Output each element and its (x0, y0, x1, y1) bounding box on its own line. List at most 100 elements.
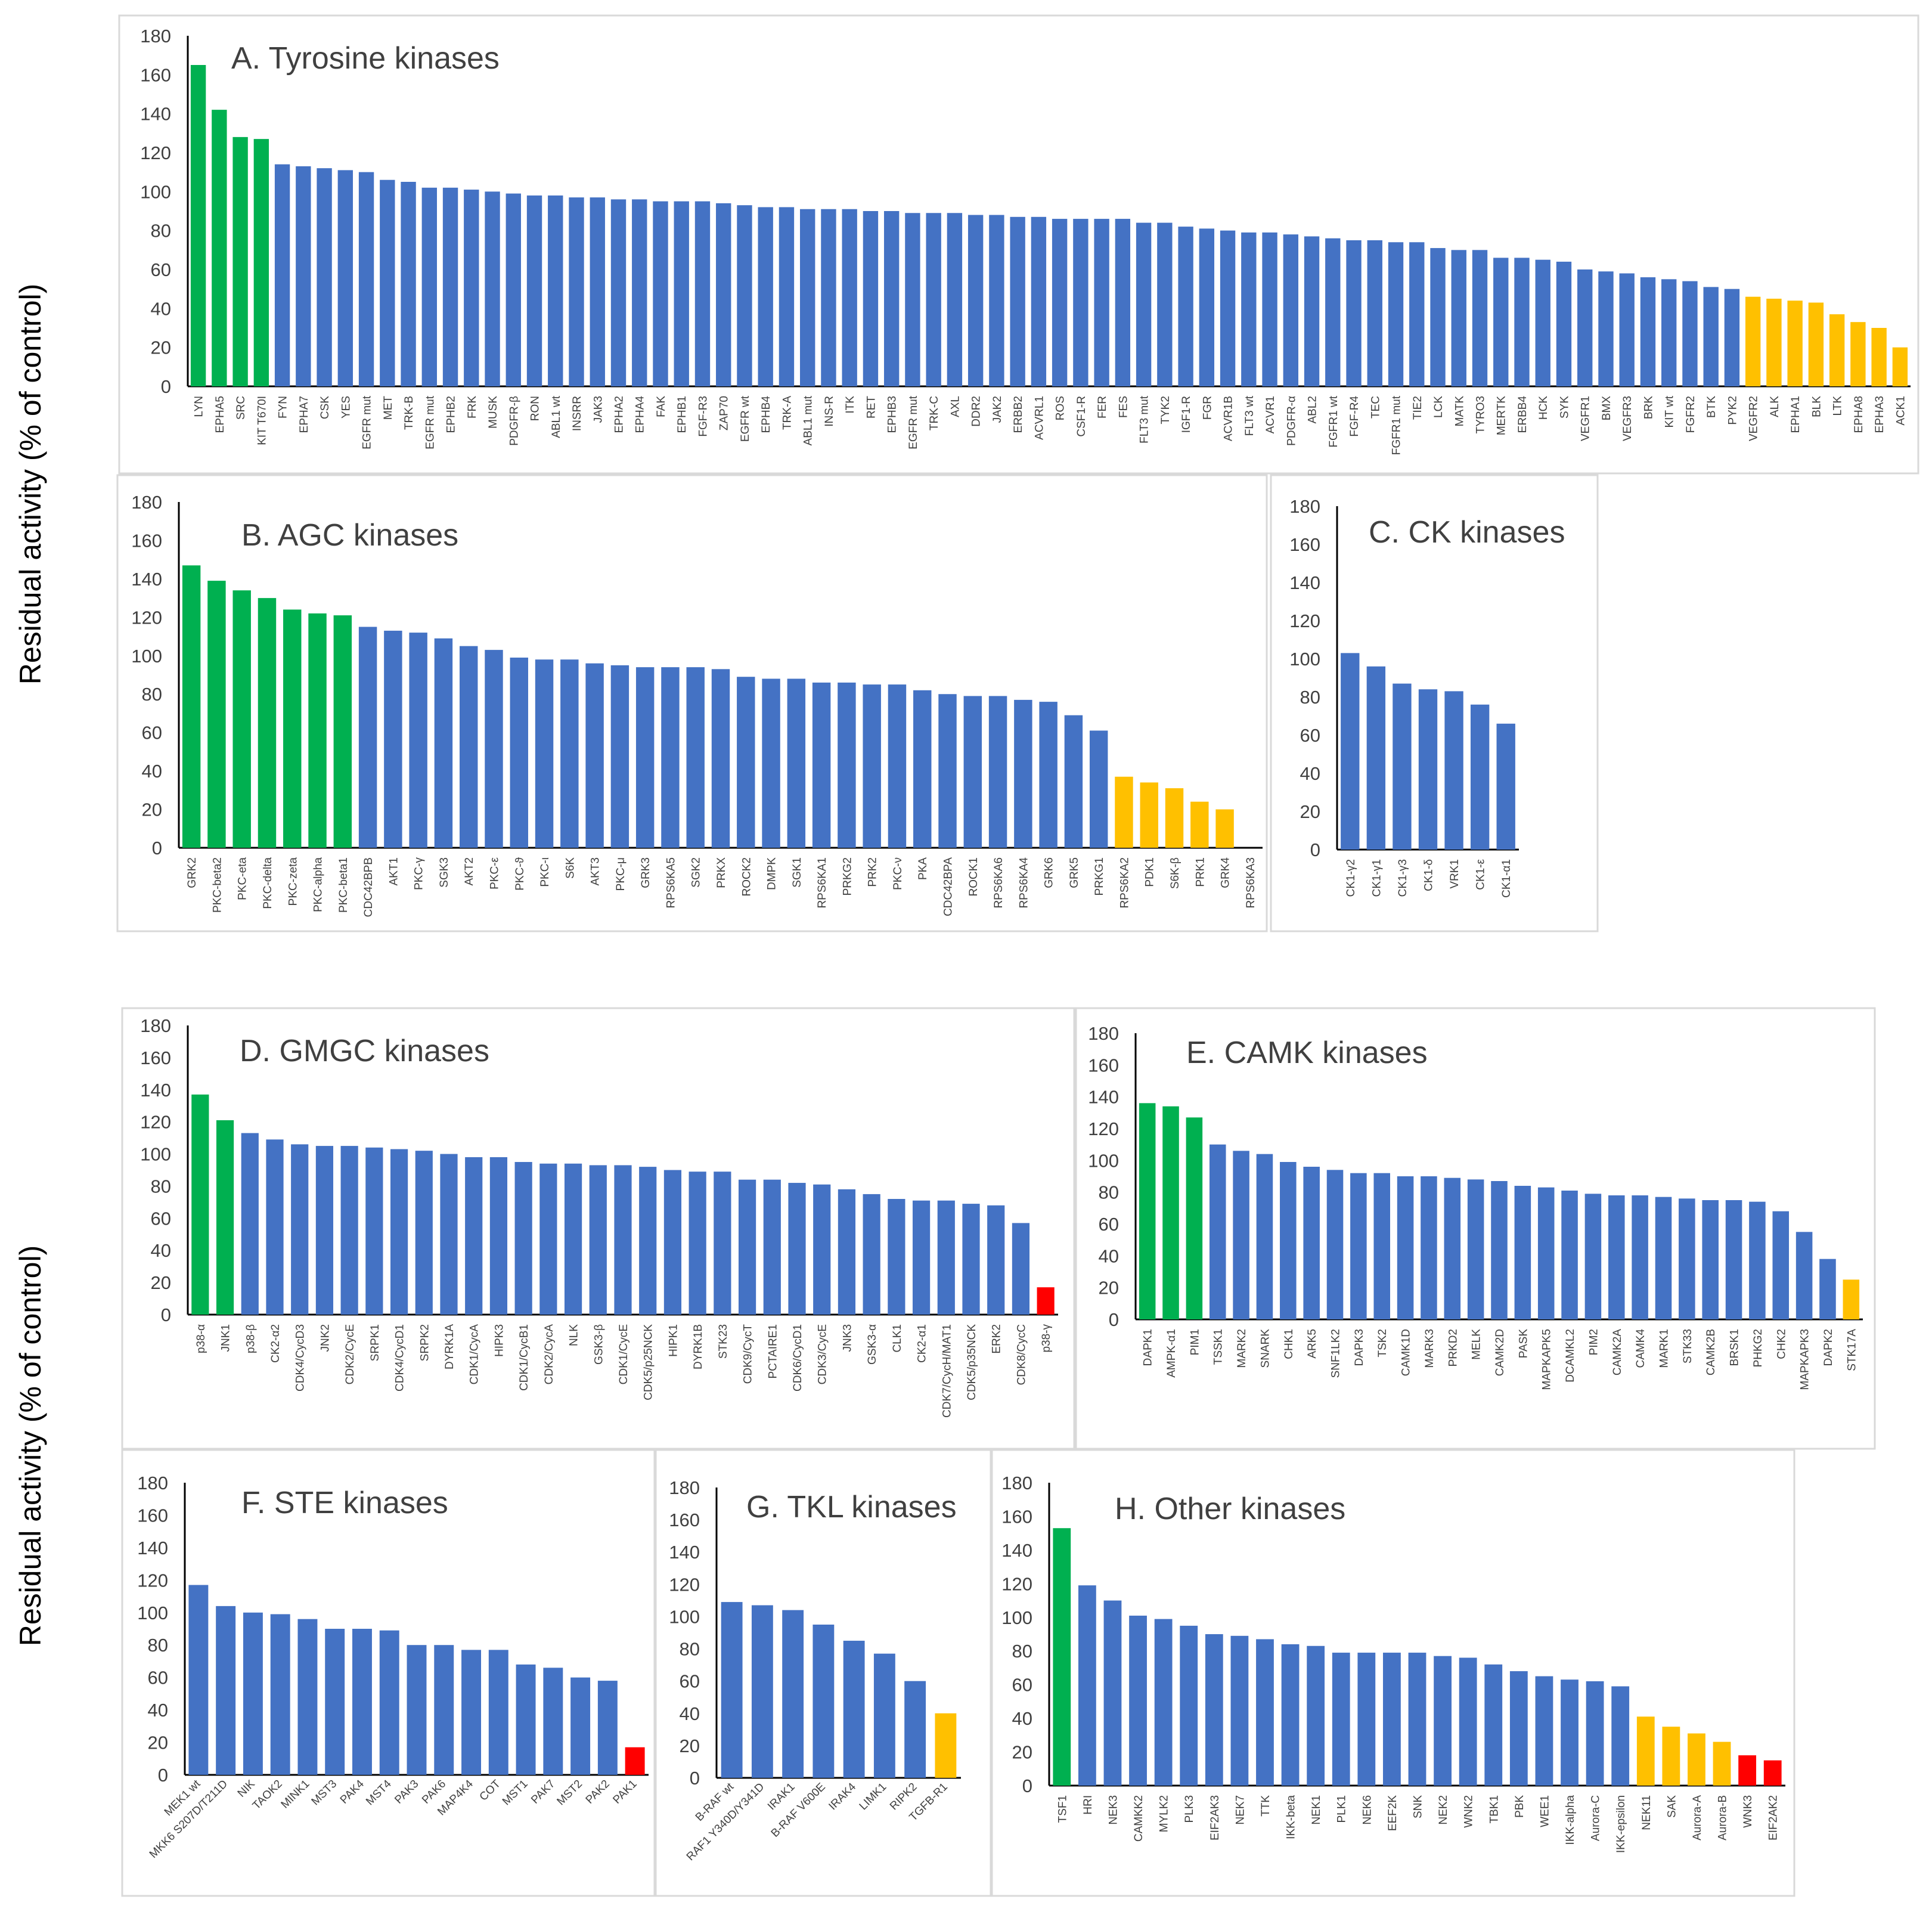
category-label: MINK1 (279, 1778, 312, 1811)
bar (1397, 1176, 1414, 1319)
category-label: CAMK2A (1611, 1329, 1624, 1375)
bar (1262, 232, 1277, 386)
category-label: SGK3 (438, 857, 451, 888)
category-label: RPS6KA5 (665, 857, 677, 909)
bar (1332, 1653, 1350, 1786)
y-tick-label: 140 (137, 1538, 168, 1558)
bar (365, 1147, 383, 1315)
y-tick-label: 160 (140, 64, 171, 85)
category-label: NEK7 (1234, 1795, 1246, 1825)
bar (838, 682, 856, 848)
bar (716, 203, 731, 386)
bar (1367, 240, 1382, 386)
bar (488, 1650, 508, 1775)
category-label: JNK2 (319, 1324, 331, 1352)
y-tick-label: 0 (1022, 1775, 1032, 1796)
category-label: GRK2 (186, 857, 199, 888)
bar (1611, 1686, 1630, 1786)
bar (610, 199, 627, 386)
bar (779, 207, 795, 386)
category-label: TEC (1369, 396, 1382, 419)
panel-frame (116, 474, 1268, 932)
y-tick-label: 20 (142, 799, 162, 820)
category-label: CHK2 (1775, 1329, 1788, 1359)
category-label: IGF1-R (1180, 396, 1193, 433)
category-label: PASK (1517, 1329, 1530, 1359)
bar (489, 1157, 508, 1315)
category-label: PIM2 (1587, 1329, 1600, 1355)
category-label: FAK (655, 396, 668, 417)
category-label: DDR2 (970, 396, 983, 427)
category-label: ERBB4 (1517, 396, 1529, 433)
bar (1496, 723, 1515, 850)
category-label: MARK1 (1658, 1329, 1670, 1368)
category-label: GRK3 (640, 857, 652, 888)
bar (663, 1170, 682, 1315)
bar (1373, 1173, 1390, 1319)
bar (274, 164, 290, 386)
y-tick-label: 160 (140, 1048, 171, 1068)
bar (888, 1199, 905, 1315)
y-tick-label: 100 (140, 181, 171, 202)
panel-title: G. TKL kinases (746, 1490, 957, 1524)
category-label: TBK1 (1488, 1795, 1500, 1824)
category-label: NEK6 (1361, 1795, 1373, 1825)
bar (216, 1606, 236, 1775)
category-label: CDC42BPB (362, 857, 375, 917)
bar (1484, 1664, 1503, 1786)
category-label: IKK-beta (1285, 1795, 1298, 1839)
category-label: PKC-beta1 (337, 857, 350, 913)
category-label: LYN (193, 396, 206, 417)
bar (843, 1641, 865, 1778)
y-tick-label: 20 (151, 337, 171, 358)
bar (1829, 314, 1845, 386)
bar (1598, 271, 1614, 386)
bar (1444, 1177, 1461, 1319)
bar (904, 1681, 926, 1778)
category-label: CK1-γ1 (1370, 859, 1383, 897)
bar (938, 694, 957, 848)
category-label: EPHA5 (214, 396, 227, 433)
bar (935, 1713, 957, 1778)
category-label: CAMK2D (1494, 1329, 1506, 1376)
panel-d: 0 20 40 60 80 100 120 140 160 180 D. GMGC kinases p… (121, 1007, 1075, 1450)
bar (1037, 1287, 1055, 1315)
category-label: ROCK1 (967, 857, 980, 896)
panel-title: F. STE kinases (241, 1486, 448, 1520)
bar (1636, 1716, 1655, 1786)
category-label: EGFR wt (739, 395, 752, 442)
category-label: ABL1 wt (550, 395, 563, 438)
bar (947, 213, 963, 386)
bar (308, 613, 327, 848)
y-tick-label: 80 (151, 221, 171, 241)
category-label: CDK1/CycA (469, 1324, 481, 1385)
bar (1162, 1106, 1179, 1319)
category-label: JAK2 (991, 396, 1004, 423)
y-tick-label: 80 (1300, 687, 1320, 708)
bar (401, 182, 416, 386)
category-label: PAK1 (610, 1778, 639, 1806)
bar (407, 1645, 427, 1775)
bar (241, 1133, 259, 1315)
y-tick-label: 180 (140, 1015, 171, 1036)
category-label: PIM1 (1189, 1329, 1201, 1355)
category-label: GRK4 (1220, 857, 1232, 888)
bar (434, 1645, 454, 1775)
bar (1325, 238, 1341, 386)
bar (1640, 277, 1656, 386)
panel-title: E. CAMK kinases (1186, 1036, 1428, 1070)
bar (182, 565, 201, 848)
bar (333, 615, 352, 848)
category-label: NLK (568, 1324, 581, 1346)
category-label: JAK3 (592, 396, 604, 423)
bar (1509, 1671, 1528, 1786)
category-label: SGK1 (791, 857, 804, 888)
bar (485, 191, 500, 386)
bar (1039, 702, 1058, 848)
bar (1586, 1681, 1604, 1786)
category-label: BMX (1601, 396, 1613, 421)
category-label: CK1-ε (1475, 859, 1487, 890)
category-label: FER (1096, 396, 1109, 419)
bar (539, 1163, 557, 1315)
bar (1702, 1200, 1719, 1319)
